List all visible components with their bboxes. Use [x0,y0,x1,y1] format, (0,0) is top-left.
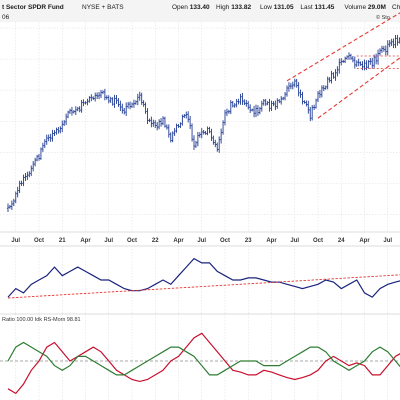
price-bars [6,34,400,213]
quote-chg: Chg -1 [392,4,400,11]
quote-low: Low 131.05 [260,4,294,11]
x-tick-label: Jul [104,238,113,244]
price-panel [0,12,400,240]
header-bar [0,0,400,22]
x-tick-label: 24 [338,238,345,244]
x-tick-label: Oct [313,238,323,244]
x-tick-label: Apr [173,238,184,244]
x-tick-label: Jul [11,238,20,244]
x-axis: Jul Oct 21 Apr Jul Oct 22 Apr Jul Oct 23 Apr Jul Oct 2… [11,238,392,244]
rs-trendline [7,274,400,299]
x-tick-label: Oct [220,238,230,244]
momentum-label: Ratio 100.00 Idk RS-Mom 98.81 [2,317,81,323]
price-channel [286,12,400,119]
relative-strength-panel [0,245,400,314]
x-tick-label: Jul [290,238,299,244]
jdk-rs-momentum-line [7,341,400,376]
x-tick-label: Jul [383,238,392,244]
jdk-rs-ratio-line [7,332,400,395]
x-tick-label: 21 [59,238,66,244]
quote-high: High 133.82 [216,4,251,11]
rs-line [7,257,400,298]
quote-last: Last 131.45 [300,4,334,11]
x-tick-label: Oct [34,238,44,244]
quote-readout: Open 133.40 High 133.82 Low 131.05 Last 131… [172,4,400,11]
quote-volume: Volume 29.0M [344,4,386,11]
channel-upper-line [286,12,400,82]
x-tick-label: 22 [152,238,159,244]
quote-open: Open 133.40 [172,4,210,11]
x-tick-label: Jul [197,238,206,244]
x-tick-label: Apr [266,238,277,244]
watermark: © Sto [376,14,390,21]
x-tick-label: Apr [359,238,370,244]
exchange-label: NYSE + BATS [82,4,124,11]
fund-title: t Sector SPDR Fund [2,4,64,11]
x-axis-strip [0,232,400,246]
corner-label: 06 [2,14,10,21]
x-tick-label: Oct [127,238,137,244]
rs-momentum-panel: Ratio 100.00 Idk RS-Mom 98.81 [0,313,400,400]
x-tick-label: 23 [245,238,252,244]
x-tick-label: Apr [80,238,91,244]
